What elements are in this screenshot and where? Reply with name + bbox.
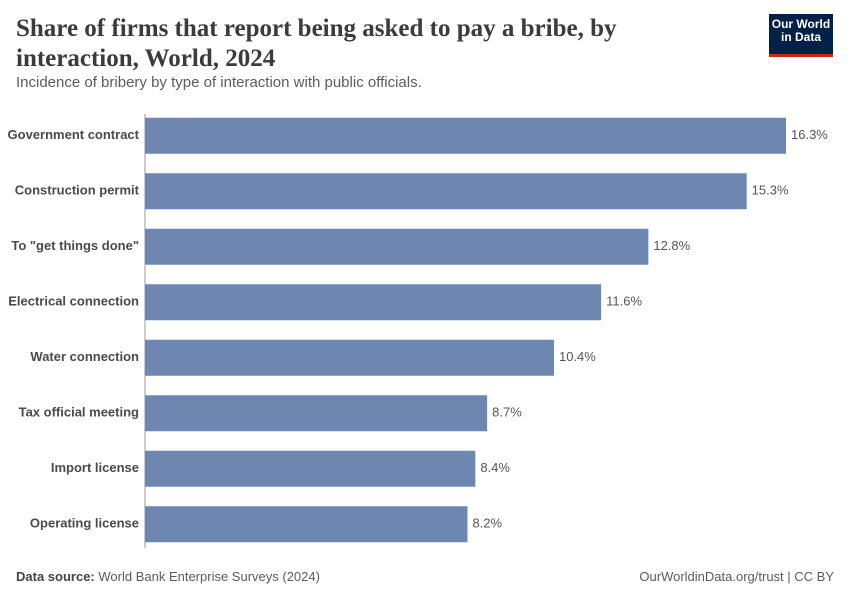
logo-line: Our World xyxy=(771,17,831,31)
category-label: Water connection xyxy=(30,349,139,364)
value-label: 15.3% xyxy=(752,183,789,198)
license[interactable]: OurWorldinData.org/trust | CC BY xyxy=(639,569,834,584)
value-label: 16.3% xyxy=(791,127,828,142)
category-label: Operating license xyxy=(30,516,139,531)
chart: Government contract 16.3% Construction per… xyxy=(8,114,828,548)
value-label: 8.4% xyxy=(480,460,510,475)
source-text[interactable]: World Bank Enterprise Surveys (2024) xyxy=(98,569,320,584)
bar xyxy=(145,284,602,321)
source: Data source: World Bank Enterprise Surve… xyxy=(16,569,320,584)
bar xyxy=(145,450,476,487)
bar xyxy=(145,173,747,210)
bar xyxy=(145,117,786,154)
bar xyxy=(145,228,649,265)
category-label: To "get things done" xyxy=(11,238,139,253)
chart-subtitle: Incidence of bribery by type of interact… xyxy=(16,74,422,91)
logo[interactable]: Our World in Data xyxy=(769,14,833,57)
value-label: 8.7% xyxy=(492,405,522,420)
category-label: Construction permit xyxy=(15,183,140,198)
chart-title: Share of firms that report being asked t… xyxy=(16,15,617,72)
category-label: Tax official meeting xyxy=(19,405,139,420)
category-label: Government contract xyxy=(8,127,140,142)
logo-line: in Data xyxy=(780,30,821,44)
category-label: Electrical connection xyxy=(8,294,139,309)
value-label: 10.4% xyxy=(559,349,596,364)
value-label: 12.8% xyxy=(653,238,690,253)
bar xyxy=(145,339,554,376)
source-label: Data source: xyxy=(16,569,95,584)
bar xyxy=(145,395,488,432)
value-label: 8.2% xyxy=(472,516,502,531)
bar xyxy=(145,506,468,543)
category-label: Import license xyxy=(51,460,139,475)
value-label: 11.6% xyxy=(606,294,642,309)
